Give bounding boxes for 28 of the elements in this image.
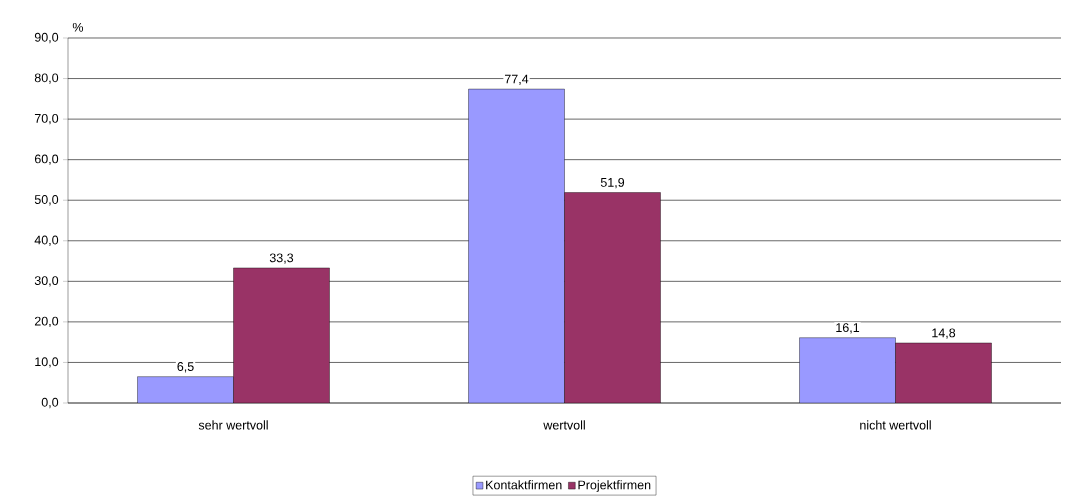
legend-label: Kontaktfirmen <box>486 480 562 490</box>
y-tick-label: 20,0 <box>34 316 59 328</box>
data-label: 16,1 <box>836 323 860 334</box>
bar <box>564 192 661 403</box>
x-tick-label: nicht wertvoll <box>860 420 931 430</box>
bar <box>137 376 234 403</box>
data-label: 33,3 <box>269 253 294 264</box>
y-tick-label: 60,0 <box>34 154 59 165</box>
y-tick-label: 40,0 <box>34 235 59 246</box>
bar <box>895 342 992 403</box>
bar <box>233 267 330 403</box>
y-tick-label: 10,0 <box>35 357 59 368</box>
legend-label: Projektfirmen <box>578 480 651 492</box>
y-tick-label: 0,0 <box>41 397 59 409</box>
y-tick-label: 70,0 <box>34 113 59 125</box>
y-tick-label: 90,0 <box>34 32 59 44</box>
y-tick-label: 80,0 <box>34 73 59 84</box>
data-label: 14,8 <box>932 328 956 339</box>
data-label: 6,5 <box>177 362 194 373</box>
y-tick-label: 50,0 <box>34 195 59 206</box>
data-label: 77,4 <box>504 74 529 85</box>
bar <box>799 337 896 403</box>
bar <box>468 88 565 403</box>
x-tick-label: wertvoll <box>543 420 585 430</box>
data-label: 51,9 <box>600 177 625 189</box>
y-axis-title: % <box>72 22 84 32</box>
y-tick-label: 30,0 <box>34 276 59 287</box>
x-tick-label: sehr wertvoll <box>198 420 268 430</box>
